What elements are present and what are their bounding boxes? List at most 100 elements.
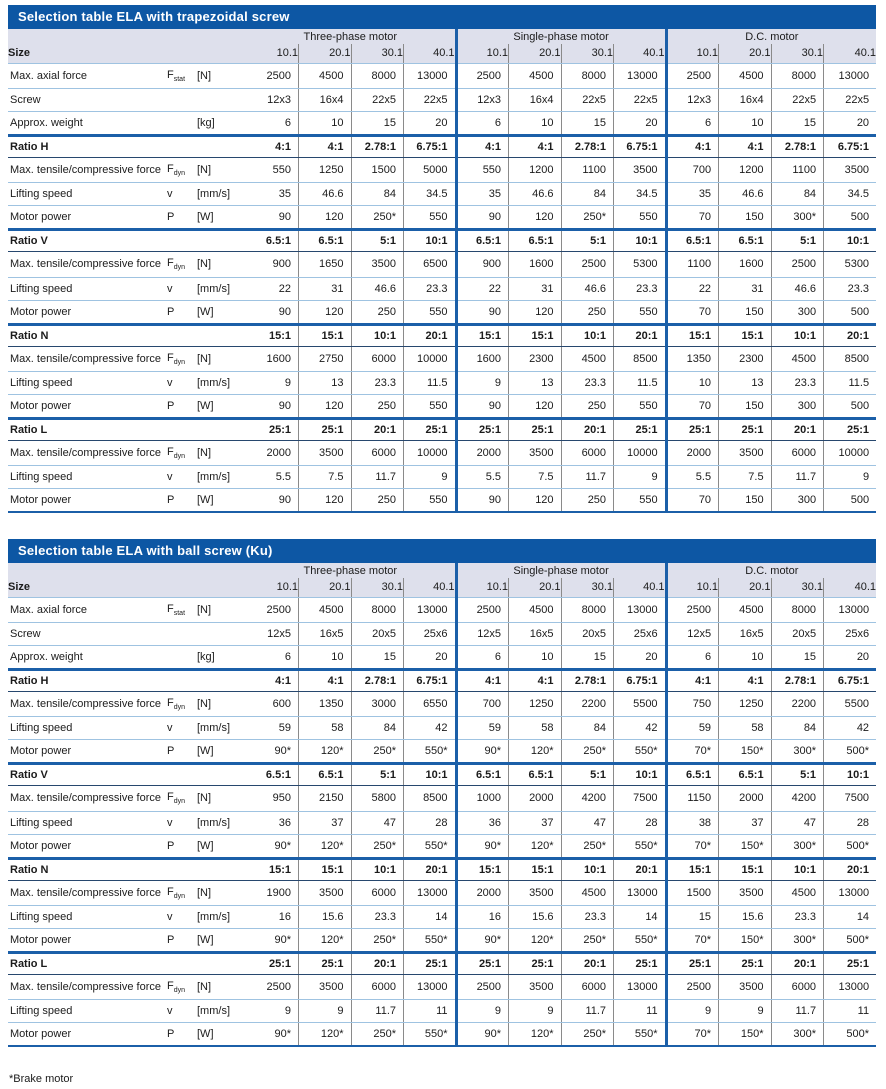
value-cell: 4500 bbox=[770, 346, 824, 372]
tables-root: Selection table ELA with trapezoidal scr… bbox=[8, 5, 878, 1047]
ratio-value: 20:1 bbox=[613, 322, 667, 347]
value-cell: 7.5 bbox=[508, 465, 562, 489]
value-cell: 59 bbox=[454, 716, 509, 741]
value-cell: 1250 bbox=[718, 691, 772, 718]
table-title-bar: Selection table ELA with ball screw (Ku) bbox=[8, 538, 876, 563]
value-cell: 90 bbox=[454, 205, 509, 231]
row-symbol: v bbox=[166, 182, 196, 207]
row-unit: [N] bbox=[196, 346, 246, 372]
value-cell: 8000 bbox=[560, 63, 614, 90]
ratio-value: 25:1 bbox=[613, 416, 667, 441]
value-cell: 3000 bbox=[350, 691, 404, 718]
value-cell: 10 bbox=[298, 111, 351, 137]
row-label: Lifting speed bbox=[8, 999, 166, 1023]
table-trapezoidal-screw: Selection table ELA with trapezoidal scr… bbox=[8, 5, 878, 513]
value-cell: 1200 bbox=[508, 157, 562, 184]
value-cell: 300* bbox=[770, 739, 824, 765]
value-cell: 35 bbox=[246, 182, 299, 207]
ratio-value: 25:1 bbox=[823, 416, 877, 441]
size-value: 30.1 bbox=[350, 577, 404, 598]
ratio-value: 5:1 bbox=[770, 762, 824, 787]
table-row: Motor power P [W] 90 120 250 550 90 120 250 550 70 1… bbox=[8, 394, 877, 419]
value-cell: 46.6 bbox=[560, 277, 614, 301]
value-cell: 15 bbox=[350, 645, 404, 671]
selection-table: Three-phase motor Single-phase motor D.C. … bbox=[8, 29, 877, 513]
ratio-label: Ratio N bbox=[8, 856, 246, 881]
size-value: 20.1 bbox=[718, 577, 772, 598]
table-row: Screw 12x5 16x5 20x5 25x6 12x5 16x5 20x5 25x6 12x… bbox=[8, 622, 877, 647]
value-cell: 9 bbox=[298, 999, 351, 1023]
value-cell: 2500 bbox=[664, 597, 719, 624]
ratio-value: 4:1 bbox=[454, 668, 509, 693]
header-spacer bbox=[8, 29, 246, 44]
ratio-value: 15:1 bbox=[664, 856, 719, 881]
value-cell: 34.5 bbox=[613, 182, 667, 207]
ratio-value: 25:1 bbox=[718, 950, 772, 975]
row-symbol: P bbox=[166, 739, 196, 765]
value-cell: 550* bbox=[403, 739, 457, 765]
ratio-label: Ratio H bbox=[8, 134, 246, 159]
value-cell: 4500 bbox=[508, 597, 562, 624]
table-row: Max. tensile/compressive force Fdyn [N] 550… bbox=[8, 157, 877, 184]
table-row: Max. tensile/compressive force Fdyn [N] 600… bbox=[8, 691, 877, 718]
value-cell: 46.6 bbox=[718, 182, 772, 207]
value-cell: 500 bbox=[823, 300, 877, 325]
value-cell: 4500 bbox=[718, 63, 772, 90]
size-value: 10.1 bbox=[246, 577, 299, 598]
value-cell: 150 bbox=[718, 205, 772, 231]
value-cell: 1150 bbox=[664, 785, 719, 812]
size-value: 40.1 bbox=[823, 577, 877, 598]
ratio-value: 10:1 bbox=[613, 228, 667, 253]
value-cell: 550 bbox=[613, 205, 667, 231]
value-cell: 3500 bbox=[298, 880, 351, 906]
value-cell: 90* bbox=[454, 739, 509, 765]
ratio-value: 15:1 bbox=[454, 322, 509, 347]
ratio-value: 25:1 bbox=[298, 416, 351, 441]
value-cell: 2000 bbox=[246, 440, 299, 466]
row-unit: [N] bbox=[196, 597, 246, 624]
selection-table: Three-phase motor Single-phase motor D.C. … bbox=[8, 562, 877, 1047]
value-cell: 59 bbox=[664, 716, 719, 741]
value-cell: 150 bbox=[718, 488, 772, 513]
ratio-value: 2.78:1 bbox=[560, 134, 614, 159]
value-cell: 4200 bbox=[560, 785, 614, 812]
value-cell: 13 bbox=[298, 371, 351, 395]
ratio-value: 6.5:1 bbox=[454, 762, 509, 787]
ratio-value: 6.75:1 bbox=[823, 668, 877, 693]
value-cell: 550 bbox=[403, 205, 457, 231]
value-cell: 5.5 bbox=[664, 465, 719, 489]
value-cell: 23.3 bbox=[770, 905, 824, 929]
row-unit: [N] bbox=[196, 63, 246, 90]
value-cell: 1500 bbox=[350, 157, 404, 184]
value-cell: 120* bbox=[298, 739, 351, 765]
value-cell: 70* bbox=[664, 834, 719, 859]
ratio-value: 25:1 bbox=[664, 416, 719, 441]
row-label: Motor power bbox=[8, 1022, 166, 1047]
value-cell: 750 bbox=[664, 691, 719, 718]
ratio-row: Ratio N 15:1 15:1 10:1 20:1 15:1 15:1 10:1 20:1 1… bbox=[8, 322, 877, 347]
value-cell: 6500 bbox=[403, 251, 457, 278]
value-cell: 6000 bbox=[350, 346, 404, 372]
row-unit: [kg] bbox=[196, 645, 246, 671]
row-symbol: v bbox=[166, 905, 196, 929]
value-cell: 250 bbox=[350, 488, 404, 513]
value-cell: 9 bbox=[403, 465, 457, 489]
ratio-value: 4:1 bbox=[508, 668, 562, 693]
value-cell: 300* bbox=[770, 1022, 824, 1047]
value-cell: 120 bbox=[508, 394, 562, 419]
ratio-value: 10:1 bbox=[350, 856, 404, 881]
row-label: Max. tensile/compressive force bbox=[8, 880, 166, 906]
value-cell: 15 bbox=[770, 645, 824, 671]
value-cell: 1600 bbox=[454, 346, 509, 372]
value-cell: 1100 bbox=[664, 251, 719, 278]
value-cell: 120 bbox=[508, 300, 562, 325]
value-cell: 2500 bbox=[770, 251, 824, 278]
value-cell: 9 bbox=[508, 999, 562, 1023]
value-cell: 250* bbox=[350, 1022, 404, 1047]
table-row: Lifting speed v [mm/s] 5.5 7.5 11.7 9 5.5 7.5 11.… bbox=[8, 465, 877, 489]
value-cell: 42 bbox=[823, 716, 877, 741]
ratio-value: 4:1 bbox=[508, 134, 562, 159]
row-symbol: P bbox=[166, 488, 196, 513]
row-label: Lifting speed bbox=[8, 905, 166, 929]
